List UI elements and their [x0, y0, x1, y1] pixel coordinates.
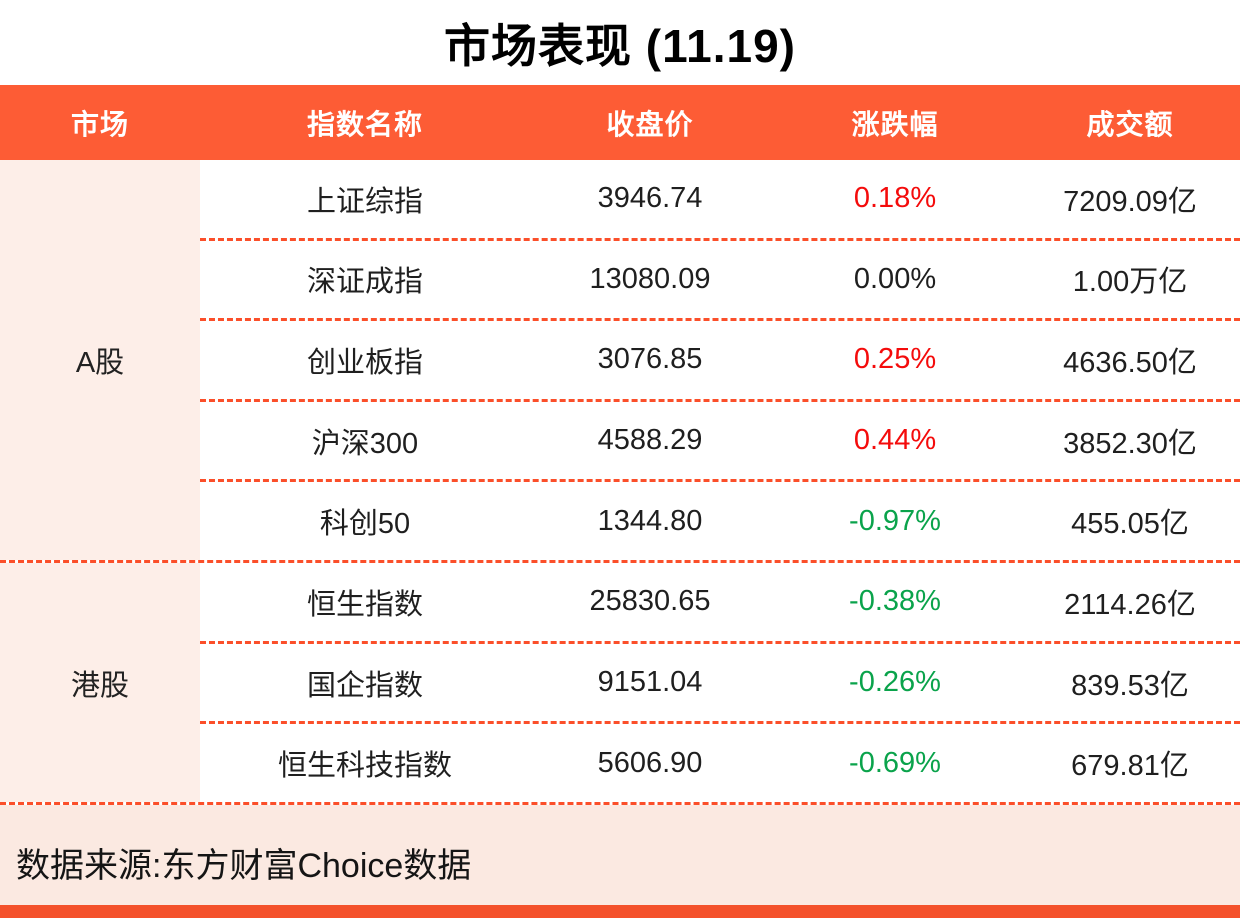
page-title: 市场表现 (11.19): [444, 19, 796, 72]
change-percent: -0.69%: [849, 746, 941, 779]
table-row: 创业板指 3076.85 0.25% 4636.50亿: [200, 321, 1240, 402]
page-title-bar: 市场表现 (11.19): [0, 0, 1240, 85]
close-price: 3076.85: [597, 343, 703, 376]
change-percent: 0.25%: [853, 343, 937, 376]
close-price: 13080.09: [589, 262, 711, 295]
header-market: 市场: [70, 108, 129, 140]
bottom-accent-bar: [0, 905, 1240, 918]
index-name: 创业板指: [306, 346, 423, 379]
table-row: 沪深300 4588.29 0.44% 3852.30亿: [200, 402, 1240, 483]
data-source-text: 数据来源:东方财富Choice数据: [16, 846, 472, 885]
market-group-a-shares: A股 上证综指 3946.74 0.18% 7209.09亿 深证成指 1308…: [0, 160, 1240, 563]
index-name: 国企指数: [306, 669, 423, 702]
table-row: 上证综指 3946.74 0.18% 7209.09亿: [200, 160, 1240, 241]
header-index-name: 指数名称: [306, 108, 423, 140]
table-row: 科创50 1344.80 -0.97% 455.05亿: [200, 482, 1240, 560]
change-percent: 0.44%: [853, 424, 937, 457]
turnover: 7209.09亿: [1063, 185, 1197, 218]
table-header: 市场 指数名称 收盘价 涨跌幅 成交额: [0, 85, 1240, 160]
table-body: A股 上证综指 3946.74 0.18% 7209.09亿 深证成指 1308…: [0, 160, 1240, 805]
change-percent: -0.38%: [849, 585, 941, 618]
hk-shares-rows: 恒生指数 25830.65 -0.38% 2114.26亿 国企指数 9151.…: [200, 563, 1240, 802]
header-turnover: 成交额: [1086, 108, 1174, 140]
close-price: 5606.90: [597, 746, 703, 779]
header-change-percent: 涨跌幅: [851, 108, 939, 140]
turnover: 679.81亿: [1071, 750, 1189, 783]
table-row: 恒生指数 25830.65 -0.38% 2114.26亿: [200, 563, 1240, 644]
change-percent: 0.00%: [853, 262, 937, 295]
table-row: 国企指数 9151.04 -0.26% 839.53亿: [200, 644, 1240, 725]
index-name: 科创50: [319, 508, 411, 541]
close-price: 9151.04: [597, 666, 703, 698]
table-row: 深证成指 13080.09 0.00% 1.00万亿: [200, 241, 1240, 322]
turnover: 455.05亿: [1071, 508, 1189, 541]
index-name: 深证成指: [306, 266, 423, 299]
header-close-price: 收盘价: [606, 108, 694, 140]
data-source-footer: 数据来源:东方财富Choice数据: [0, 805, 1240, 905]
table-row: 恒生科技指数 5606.90 -0.69% 679.81亿: [200, 724, 1240, 802]
index-name: 恒生科技指数: [277, 750, 452, 783]
turnover: 839.53亿: [1071, 669, 1189, 702]
close-price: 4588.29: [597, 424, 703, 457]
index-name: 恒生指数: [306, 588, 423, 621]
close-price: 25830.65: [589, 585, 711, 618]
close-price: 1344.80: [597, 504, 703, 537]
turnover: 4636.50亿: [1063, 346, 1197, 379]
turnover: 1.00万亿: [1072, 266, 1188, 299]
turnover: 3852.30亿: [1063, 427, 1197, 460]
change-percent: -0.26%: [849, 666, 941, 698]
a-shares-rows: 上证综指 3946.74 0.18% 7209.09亿 深证成指 13080.0…: [200, 160, 1240, 560]
close-price: 3946.74: [597, 182, 703, 215]
market-group-hk-shares: 港股 恒生指数 25830.65 -0.38% 2114.26亿 国企指数 91…: [0, 563, 1240, 805]
change-percent: -0.97%: [849, 504, 941, 537]
market-label-a-shares: A股: [0, 160, 200, 560]
turnover: 2114.26亿: [1064, 588, 1196, 621]
market-label-hk-shares: 港股: [0, 563, 200, 802]
index-name: 沪深300: [311, 427, 419, 460]
change-percent: 0.18%: [853, 182, 937, 215]
index-name: 上证综指: [306, 185, 423, 218]
